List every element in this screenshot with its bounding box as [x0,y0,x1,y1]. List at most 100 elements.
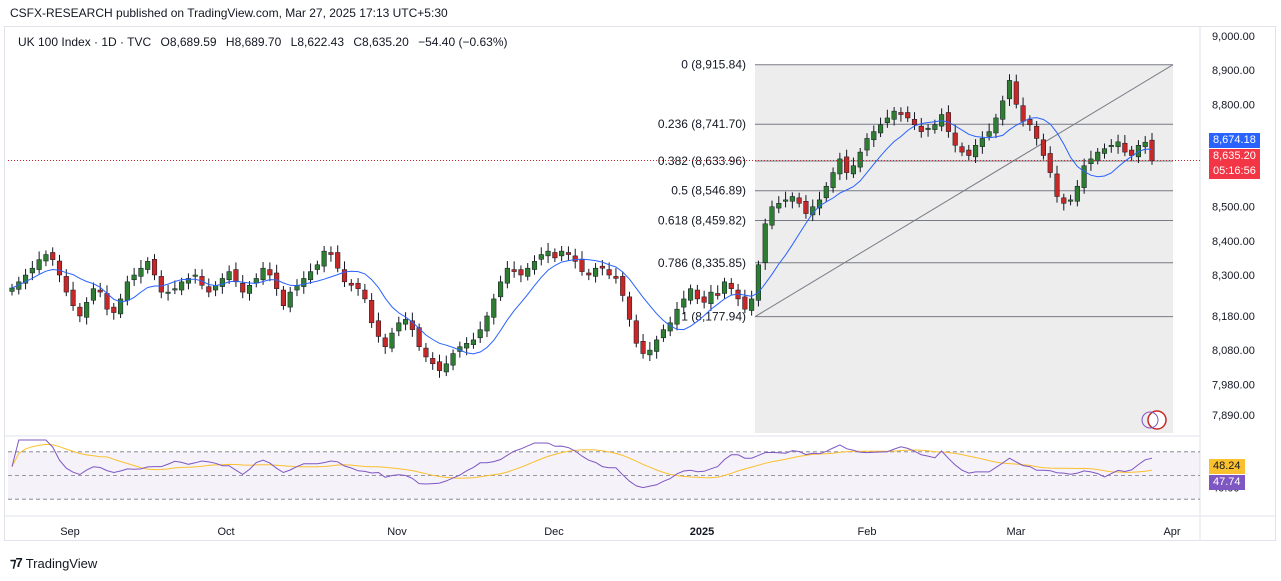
fib-trend-line [754,64,1174,318]
candle-body [816,199,823,209]
candle-body [1034,125,1040,139]
tradingview-brand[interactable]: ⁊7 TradingView [10,555,97,571]
candle-body [328,252,334,255]
candle-body [219,278,225,287]
candle-body [477,329,483,339]
candle-body [206,286,212,293]
candle-body [260,267,266,281]
open-value: O8,689.59 [160,35,217,49]
candle-body [1095,151,1101,161]
candle-body [1088,158,1094,164]
candle-body [959,146,965,153]
candle-body [138,267,144,277]
candle-body [891,110,897,120]
fib-level-label: 1 (8,177.94) [681,310,746,324]
candle-body [918,125,924,132]
ma-price-badge: 8,674.18 [1209,133,1260,148]
symbol-name[interactable]: UK 100 Index · 1D · TVC [18,35,152,49]
candle-body [1006,80,1013,100]
candle-body [762,223,768,263]
candle-body [755,264,761,301]
time-tick-label: Feb [858,526,877,538]
candle-body [952,132,958,146]
candle-body [1129,149,1135,156]
candle-body [749,298,755,311]
candle-body [511,269,517,272]
candle-body [932,124,938,130]
publisher-line: CSFX-RESEARCH published on TradingView.c… [10,6,448,20]
candle-body [586,272,592,276]
candle-body [1068,199,1074,202]
candle-body [280,289,286,306]
candle-body [50,252,56,260]
candle-body [531,261,538,270]
candle-body [1074,185,1080,202]
candle-body [436,361,443,371]
candle-body [552,252,558,259]
candle-body [77,306,83,317]
candle-body [721,281,728,294]
candle-body [694,289,700,300]
candle-body [362,289,368,300]
candle-body [830,172,836,188]
candle-body [1054,173,1060,197]
countdown-badge: 05:16:56 [1209,164,1260,179]
candle-body [36,259,42,270]
candle-body [1149,139,1155,161]
candle-body [633,320,639,344]
fib-level-label: 0.786 (8,335.85) [658,256,746,270]
candle-body [43,254,49,262]
candle-body [796,197,802,204]
candle-body [375,320,381,337]
candle-body [450,353,456,366]
candle-body [308,271,314,281]
candle-body [993,117,999,134]
candle-body [369,300,375,324]
high-value: H8,689.70 [225,35,282,49]
candle-body [911,119,918,126]
candle-body [545,250,551,257]
candle-body [925,127,931,130]
candle-body [579,259,585,272]
candle-body [111,306,117,313]
candle-body [1020,105,1026,122]
candle-body [403,319,409,325]
candle-body [355,282,361,289]
candle-body [1013,81,1019,105]
candle-body [986,131,992,137]
candle-body [267,269,273,276]
fib-shade [755,64,1173,433]
candle-body [898,112,904,115]
fib-level-label: 0.236 (8,741.70) [658,117,746,131]
candle-body [423,347,429,358]
candle-body [233,269,239,283]
rsi-line [11,439,1153,489]
candle-body [1122,142,1128,153]
candle-body [857,151,863,168]
candle-body [84,302,90,318]
tradingview-logo-icon: ⁊7 [10,555,23,570]
candle-body [90,288,96,301]
candle-body [185,278,191,284]
price-tick-label: 9,000.00 [1212,31,1255,43]
candle-body [1142,141,1148,147]
candle-body [240,282,246,293]
candle-body [701,296,707,303]
price-tick-label: 8,300.00 [1212,270,1255,282]
candle-body [104,293,110,310]
candle-body [192,274,198,277]
candle-body [688,288,694,301]
candle-body [640,340,646,354]
candle-body [1101,148,1108,154]
candle-body [226,271,232,281]
candle-body [484,315,490,332]
candle-body [179,281,185,291]
candle-body [776,203,782,209]
candle-body [314,264,320,270]
price-tick-label: 8,180.00 [1212,311,1255,323]
candle-body [1081,165,1087,188]
low-value: L8,622.43 [290,35,345,49]
candle-body [382,337,388,347]
candle-body [348,282,354,286]
